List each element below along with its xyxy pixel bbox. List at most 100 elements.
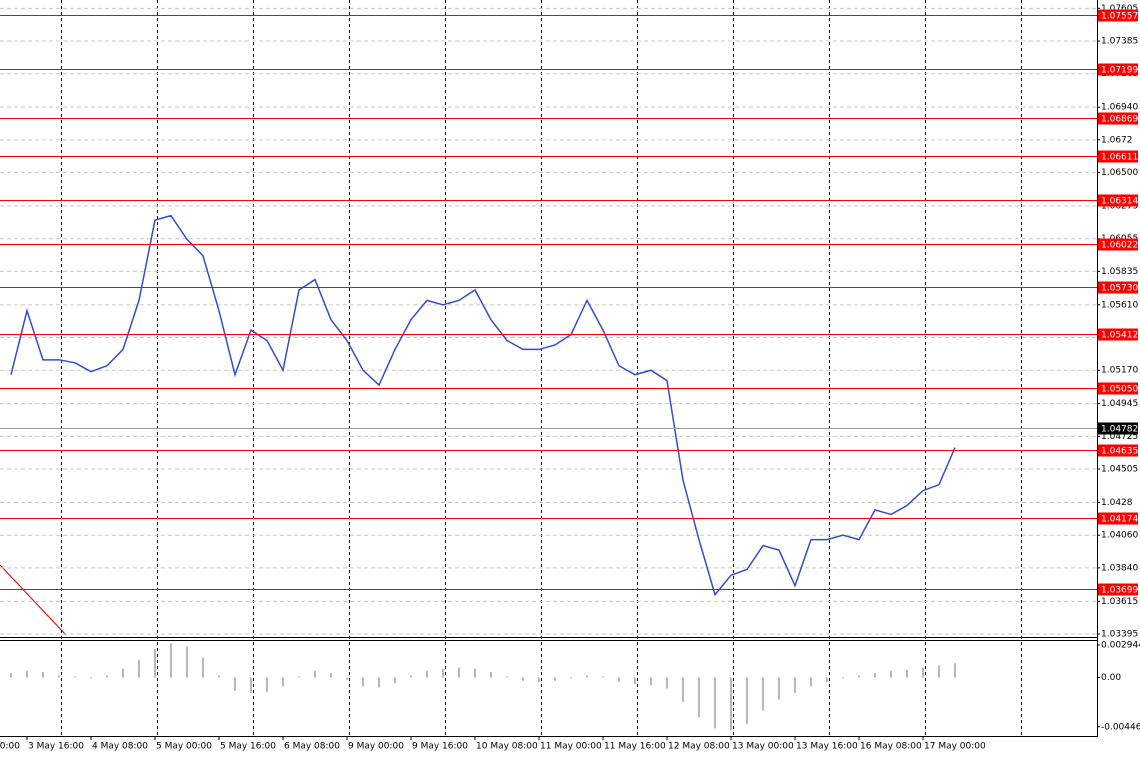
- level-label-box: [1098, 512, 1138, 525]
- histogram-bar: [906, 669, 908, 678]
- y-tick-label: 1.0428: [1101, 498, 1133, 508]
- y-tick-label: 1.05610: [1101, 300, 1138, 310]
- histogram-bar: [698, 677, 700, 718]
- histogram-bar: [90, 677, 92, 679]
- histogram-bar: [922, 667, 924, 678]
- x-tick-label: 9 May 00:00: [348, 742, 404, 752]
- last-price-box: [1098, 422, 1138, 435]
- histogram-bar: [490, 672, 492, 678]
- histogram-bar: [554, 677, 556, 681]
- level-label: 1.06869: [1101, 115, 1138, 125]
- histogram-bar: [74, 676, 76, 678]
- x-tick-label: 11 May 16:00: [604, 742, 666, 752]
- histogram-bar: [394, 677, 396, 684]
- level-label: 1.07199: [1101, 66, 1138, 76]
- x-tick-label: 17 May 00:00: [924, 742, 986, 752]
- histogram-bar: [506, 676, 508, 678]
- x-tick-label: 13 May 00:00: [732, 742, 794, 752]
- histogram-bar: [234, 677, 236, 691]
- histogram-bar: [666, 677, 668, 689]
- y-tick-label: 1.07605: [1101, 4, 1138, 14]
- histogram-bar: [202, 657, 204, 678]
- y-tick-label: 0.002944: [1101, 641, 1140, 651]
- last-price-label: 1.04782: [1101, 425, 1138, 435]
- histogram-bar: [442, 668, 444, 678]
- y-tick-label: 1.04505: [1101, 465, 1138, 475]
- x-tick-label: 3 May 00:00: [0, 742, 20, 752]
- x-tick-label: 13 May 16:00: [796, 742, 858, 752]
- histogram-bar: [250, 677, 252, 693]
- histogram-bar: [890, 670, 892, 678]
- histogram-bar: [282, 677, 284, 687]
- level-label-box: [1098, 382, 1138, 395]
- histogram-bar: [810, 677, 812, 687]
- histogram-bar: [106, 675, 108, 678]
- level-label-box: [1098, 150, 1138, 163]
- x-tick-label: 9 May 16:00: [412, 742, 468, 752]
- x-tick-label: 16 May 08:00: [860, 742, 922, 752]
- histogram-bar: [154, 648, 156, 678]
- x-tick-label: 10 May 08:00: [476, 742, 538, 752]
- level-label-box: [1098, 194, 1138, 207]
- x-tick-label: 5 May 00:00: [156, 742, 212, 752]
- histogram-bar: [122, 668, 124, 678]
- trend-line: [0, 564, 67, 636]
- x-tick-label: 11 May 00:00: [540, 742, 602, 752]
- histogram-bar: [138, 659, 140, 678]
- histogram-bar: [10, 673, 12, 678]
- level-label-box: [1098, 9, 1138, 22]
- histogram-bar: [586, 675, 588, 678]
- histogram-bar: [842, 677, 844, 679]
- histogram-bar: [458, 667, 460, 678]
- level-label: 1.04174: [1101, 515, 1138, 525]
- y-tick-label: 1.05170: [1101, 366, 1138, 376]
- histogram-bar: [650, 677, 652, 686]
- x-tick-label: 5 May 16:00: [220, 742, 276, 752]
- level-label: 1.07557: [1101, 12, 1138, 22]
- level-label-box: [1098, 444, 1138, 457]
- histogram-bar: [522, 677, 524, 681]
- histogram-bar: [938, 665, 940, 678]
- histogram-bar: [634, 677, 636, 685]
- histogram-bar: [858, 675, 860, 678]
- histogram-bar: [682, 677, 684, 702]
- x-tick-label: 6 May 08:00: [284, 742, 340, 752]
- histogram-bar: [714, 677, 716, 729]
- level-label: 1.05050: [1101, 385, 1138, 395]
- histogram-bar: [410, 675, 412, 678]
- y-tick-label: 1.07385: [1101, 37, 1138, 47]
- histogram-bar: [794, 677, 796, 693]
- histogram-bar: [746, 677, 748, 724]
- level-label: 1.03699: [1101, 586, 1138, 596]
- histogram-bar: [298, 676, 300, 678]
- histogram-bar: [474, 668, 476, 678]
- y-tick-label: 1.04060: [1101, 531, 1138, 541]
- price-line: [10, 214, 956, 597]
- histogram-bar: [330, 673, 332, 678]
- histogram-bar: [314, 670, 316, 678]
- y-tick-label: 1.06500: [1101, 168, 1138, 178]
- y-tick-label: 1.03395: [1101, 630, 1138, 640]
- y-tick-label: 1.06940: [1101, 103, 1138, 113]
- y-tick-label: 1.04725: [1101, 432, 1138, 442]
- y-tick-label: 1.03615: [1101, 597, 1138, 607]
- histogram-bar: [826, 677, 828, 682]
- histogram-bar: [538, 677, 540, 682]
- level-label-box: [1098, 63, 1138, 76]
- histogram-bar: [362, 677, 364, 687]
- y-tick-label: 1.04945: [1101, 399, 1138, 409]
- histogram-bar: [874, 673, 876, 678]
- y-tick-label: 1.05835: [1101, 267, 1138, 277]
- histogram-bar: [42, 672, 44, 678]
- histogram-bar: [378, 677, 380, 688]
- level-label: 1.04635: [1101, 447, 1138, 457]
- x-tick-label: 12 May 08:00: [668, 742, 730, 752]
- histogram-bar: [618, 677, 620, 682]
- level-label: 1.05730: [1101, 284, 1138, 294]
- histogram-bar: [346, 677, 348, 680]
- y-tick-label: 1.0672: [1101, 135, 1133, 145]
- histogram-bar: [218, 675, 220, 678]
- histogram-bar: [426, 670, 428, 678]
